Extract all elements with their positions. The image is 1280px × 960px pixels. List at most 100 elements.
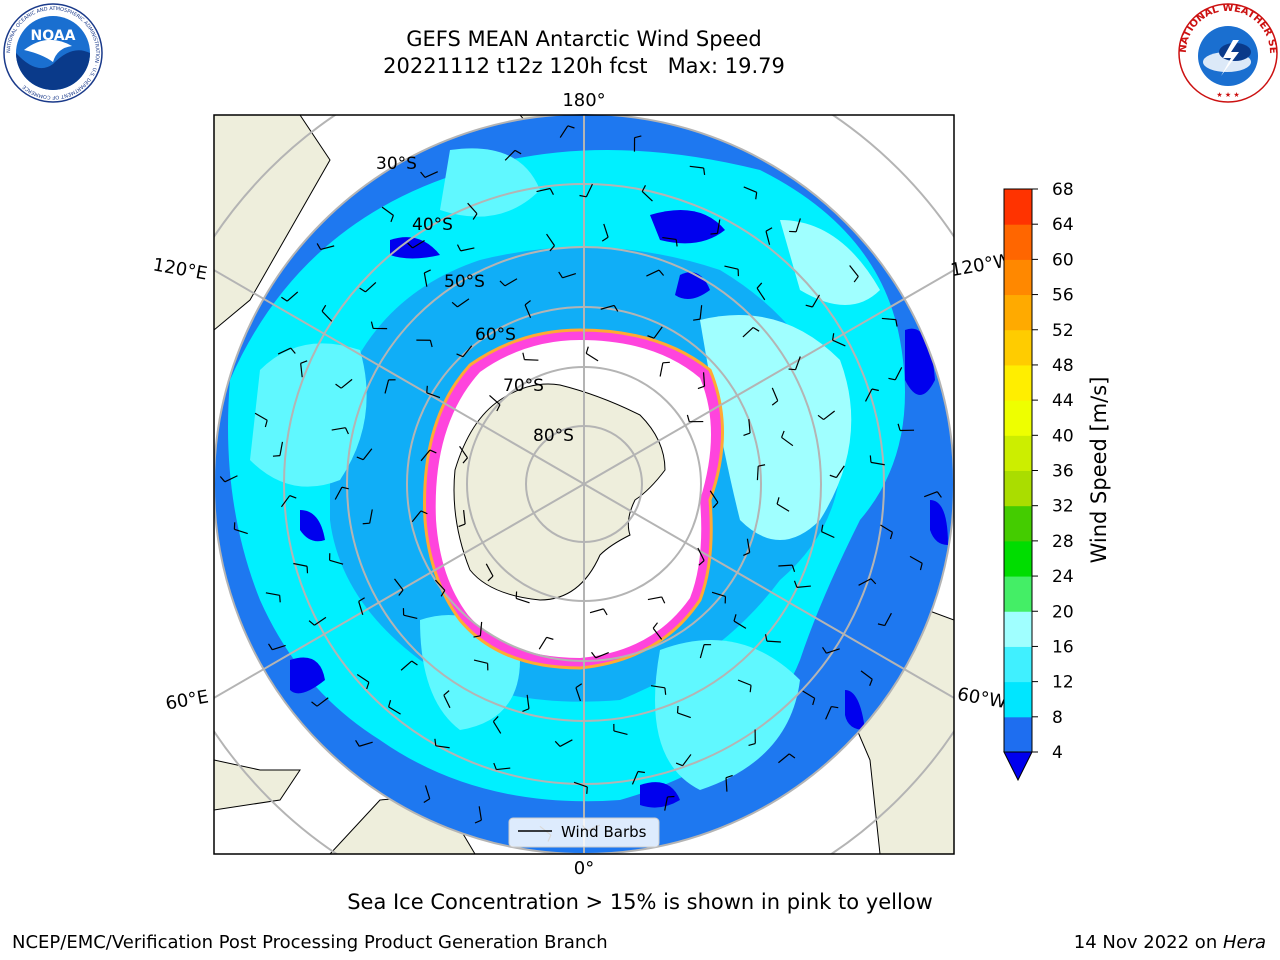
wind-barb-staff xyxy=(659,362,664,377)
wind-barb-staff xyxy=(359,741,373,747)
wind-barb-flag xyxy=(407,242,414,249)
wind-barb-flag xyxy=(703,167,706,176)
colorbar-segment xyxy=(1004,435,1032,471)
wind-barb-staff xyxy=(746,538,751,553)
wind-barb-staff xyxy=(697,547,705,561)
lat-label-80s: 80°S xyxy=(533,426,574,446)
wind-barb-flag xyxy=(675,762,683,767)
wind-barb-flag xyxy=(895,319,898,327)
lon-label-60e: 60°E xyxy=(164,686,210,714)
wind-barb-flag xyxy=(289,494,297,499)
wind-barb-staff xyxy=(272,644,286,651)
wind-barb-staff xyxy=(365,281,377,293)
wind-barb-flag xyxy=(359,287,366,293)
wind-barb-staff xyxy=(331,427,346,431)
wind-barb-staff xyxy=(524,304,532,319)
wind-barb-flag xyxy=(492,716,499,722)
wind-barb-flag xyxy=(423,798,431,804)
colorbar-tick-label: 20 xyxy=(1052,602,1074,622)
wind-barb-staff xyxy=(314,616,327,626)
wind-barb-flag xyxy=(356,456,364,461)
wind-barb-flag xyxy=(558,271,563,279)
wind-barb-flag xyxy=(290,347,296,354)
wind-barb-staff xyxy=(457,298,470,308)
wind-barb-staff xyxy=(384,379,390,394)
wind-barb-staff xyxy=(424,785,431,799)
wind-barb-flag xyxy=(870,578,877,585)
wind-barb-flag xyxy=(725,774,733,779)
wind-barb-staff xyxy=(826,648,840,654)
wind-barb-flag xyxy=(219,476,226,483)
wind-barb-flag xyxy=(549,245,555,252)
wind-barb-flag xyxy=(698,560,705,566)
wind-barb-staff xyxy=(585,183,593,198)
colorbar-segment xyxy=(1004,716,1032,753)
lon-label-120e: 120°E xyxy=(151,254,209,284)
colorbar-tick-label: 52 xyxy=(1052,321,1074,341)
wind-barb-staff xyxy=(412,240,425,249)
wind-barb-staff xyxy=(485,563,494,577)
wind-barb-staff xyxy=(443,694,451,709)
wind-barb-staff xyxy=(400,660,413,671)
sea-ice-caption: Sea Ice Concentration > 15% is shown in … xyxy=(347,890,933,914)
wind-barb-flag xyxy=(658,269,665,276)
wind-barb-flag xyxy=(693,318,701,321)
wind-barb-flag xyxy=(344,427,349,435)
wind-barb-flag xyxy=(791,564,796,572)
wind-barb-staff xyxy=(489,394,501,406)
wind-barb-staff xyxy=(316,697,329,707)
wind-barb-flag xyxy=(733,614,737,622)
wind-barb-staff xyxy=(559,739,573,747)
wind-barb-flag xyxy=(398,589,404,596)
wind-barb-staff xyxy=(771,387,779,402)
colorbar-tick-label: 56 xyxy=(1052,286,1074,306)
wind-barb-flag xyxy=(472,213,478,220)
wind-barb-flag xyxy=(877,623,885,627)
colorbar-tick-label: 12 xyxy=(1052,673,1074,693)
wind-barb-flag xyxy=(661,596,666,604)
wind-barb-flag xyxy=(456,244,462,252)
wind-barb-staff xyxy=(796,585,811,588)
colorbar-tick-label: 16 xyxy=(1052,637,1074,657)
wind-barb-staff xyxy=(823,410,836,421)
wind-barb-flag xyxy=(585,346,589,354)
wind-barb-flag xyxy=(765,227,773,232)
wind-barb-flag xyxy=(579,194,587,198)
wind-barb-staff xyxy=(662,236,677,241)
colorbar-label: Wind Speed [m/s] xyxy=(1087,377,1111,564)
wind-barb-flag xyxy=(919,563,923,571)
wind-barb-staff xyxy=(362,448,373,461)
wind-barb-staff xyxy=(909,555,923,564)
wind-barb-flag xyxy=(429,340,433,348)
colorbar-tick-label: 8 xyxy=(1052,708,1063,728)
wind-barb-staff xyxy=(224,475,238,483)
wind-barb-flag xyxy=(451,301,458,308)
wind-barb-flag xyxy=(321,304,327,312)
wind-barb-staff xyxy=(778,564,793,567)
wind-barb-flag xyxy=(743,432,751,437)
colorbar-under-triangle xyxy=(1003,751,1033,782)
wind-barb-flag xyxy=(499,280,506,287)
wind-barb-flag xyxy=(370,321,374,329)
wind-barb-flag xyxy=(829,474,837,479)
wind-barb-flag xyxy=(637,770,645,774)
wind-barb-staff xyxy=(334,486,343,500)
wind-barb-staff xyxy=(479,621,483,636)
wind-barb-staff xyxy=(459,445,469,459)
wind-barb-staff xyxy=(321,310,333,322)
wind-barb-staff xyxy=(870,461,885,466)
wind-barb-flag xyxy=(281,296,288,302)
wind-barb-staff xyxy=(756,466,759,481)
wind-barb-flag xyxy=(675,239,678,247)
wind-barb-staff xyxy=(394,578,404,591)
wind-barb-staff xyxy=(369,509,373,524)
wind-barb-flag xyxy=(602,608,608,616)
lat-label-50s: 50°S xyxy=(444,272,485,292)
wind-barb-flag xyxy=(355,739,360,747)
wind-barb-flag xyxy=(366,682,370,690)
wind-barb-flag xyxy=(601,236,609,242)
colorbar-segment xyxy=(1004,400,1032,436)
wind-barb-staff xyxy=(504,149,516,161)
